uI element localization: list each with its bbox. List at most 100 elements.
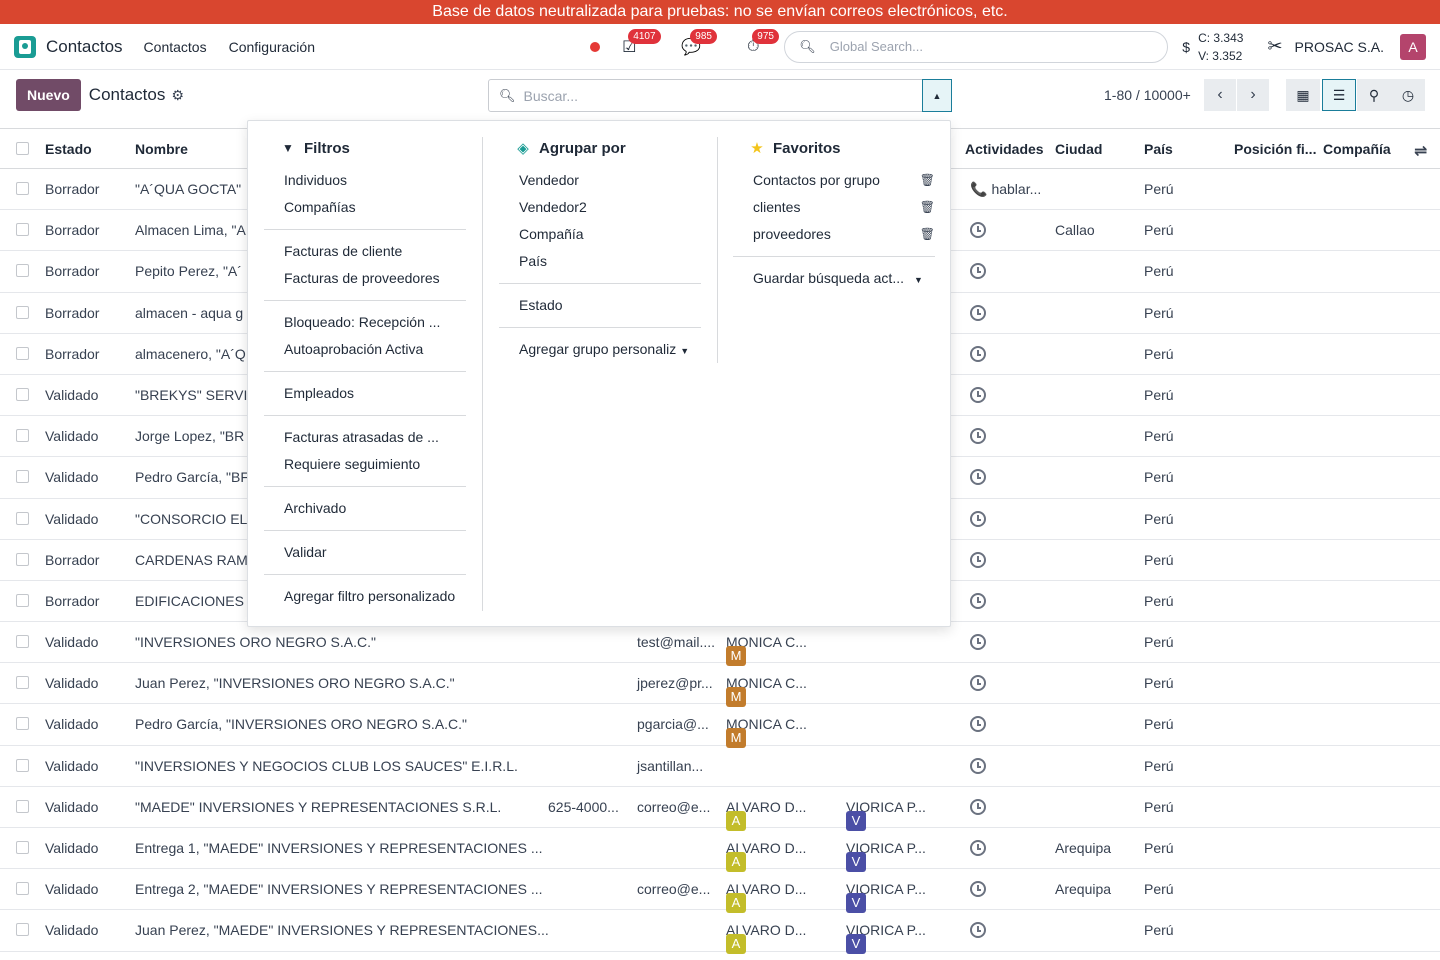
col-estado[interactable]: Estado bbox=[45, 141, 92, 157]
column-settings-icon[interactable]: ⇌ bbox=[1414, 143, 1428, 160]
col-pais[interactable]: País bbox=[1144, 141, 1173, 157]
save-current-search[interactable]: Guardar búsqueda act... ▼ bbox=[753, 270, 923, 286]
table-row[interactable]: Validado "MAEDE" INVERSIONES Y REPRESENTA… bbox=[0, 787, 1440, 831]
favorite-item[interactable]: clientes 🗑 bbox=[733, 194, 935, 221]
select-all-checkbox[interactable] bbox=[16, 142, 29, 155]
cell-activity[interactable]: 📞 hablar... bbox=[970, 181, 1041, 198]
table-row[interactable]: Validado "INVERSIONES ORO NEGRO S.A.C." te… bbox=[0, 622, 1440, 667]
row-checkbox[interactable] bbox=[16, 387, 29, 401]
filter-option[interactable]: Archivado bbox=[284, 500, 347, 516]
activity-clock-icon[interactable] bbox=[970, 510, 986, 527]
activity-clock-icon[interactable] bbox=[970, 675, 986, 692]
trash-icon[interactable]: 🗑 bbox=[919, 173, 935, 187]
col-ciudad[interactable]: Ciudad bbox=[1055, 141, 1103, 157]
groupby-option[interactable]: Estado bbox=[519, 297, 563, 313]
col-actividades[interactable]: Actividades bbox=[965, 141, 1044, 157]
trash-icon[interactable]: 🗑 bbox=[919, 200, 935, 214]
messages-icon[interactable]: 💬 985 bbox=[680, 28, 717, 57]
activity-clock-icon[interactable] bbox=[970, 634, 986, 651]
app-name[interactable]: Contactos bbox=[46, 36, 123, 56]
activity-clock-icon[interactable] bbox=[970, 881, 986, 898]
activity-clock-icon[interactable] bbox=[970, 263, 986, 280]
groupby-option[interactable]: Compañía bbox=[519, 226, 584, 242]
filter-option[interactable]: Facturas de proveedores bbox=[284, 270, 440, 286]
row-checkbox[interactable] bbox=[16, 717, 29, 731]
table-row[interactable]: Validado Juan Perez, "MAEDE" INVERSIONES … bbox=[0, 910, 1440, 955]
search-bar[interactable]: 🔍︎ Buscar... ▲ bbox=[488, 79, 952, 112]
activity-clock-icon[interactable] bbox=[970, 716, 986, 733]
menu-configuracion[interactable]: Configuración bbox=[228, 38, 315, 55]
groupby-option[interactable]: País bbox=[519, 253, 548, 269]
list-view-button[interactable]: ☰ bbox=[1322, 79, 1356, 111]
contacts-app-icon[interactable] bbox=[14, 35, 36, 58]
row-checkbox[interactable] bbox=[16, 758, 29, 772]
filter-option[interactable]: Compañías bbox=[284, 199, 356, 215]
row-checkbox[interactable] bbox=[16, 470, 29, 484]
timer-icon[interactable]: ⏱ 975 bbox=[742, 28, 779, 57]
trash-icon[interactable]: 🗑 bbox=[919, 227, 935, 241]
col-compania[interactable]: Compañía bbox=[1323, 141, 1391, 157]
favorite-item[interactable]: Contactos por grupo 🗑 bbox=[733, 167, 935, 194]
row-checkbox[interactable] bbox=[16, 676, 29, 690]
row-checkbox[interactable] bbox=[16, 305, 29, 319]
row-checkbox[interactable] bbox=[16, 182, 29, 195]
table-row[interactable]: Validado Pedro García, "INVERSIONES ORO N… bbox=[0, 704, 1440, 749]
activity-view-button[interactable]: ◷ bbox=[1391, 79, 1425, 111]
table-row[interactable]: Validado Entrega 2, "MAEDE" INVERSIONES Y… bbox=[0, 869, 1440, 914]
add-custom-group[interactable]: Agregar grupo personaliz ▼ bbox=[519, 341, 690, 357]
row-checkbox[interactable] bbox=[16, 552, 29, 566]
activity-clock-icon[interactable] bbox=[970, 757, 986, 774]
row-checkbox[interactable] bbox=[16, 923, 29, 937]
pager-value[interactable]: 1-80 / 10000+ bbox=[1104, 87, 1191, 103]
table-row[interactable]: Borrador "A´QUA GOCTA" 📞 hablar... Perú bbox=[0, 169, 1440, 211]
activity-clock-icon[interactable] bbox=[970, 345, 986, 362]
map-view-button[interactable]: ⚲ bbox=[1357, 79, 1391, 111]
row-checkbox[interactable] bbox=[16, 635, 29, 649]
pager-previous-button[interactable]: ‹ bbox=[1204, 79, 1236, 111]
activity-clock-icon[interactable] bbox=[970, 798, 986, 815]
row-checkbox[interactable] bbox=[16, 346, 29, 360]
kanban-view-button[interactable]: ▦ bbox=[1286, 79, 1320, 111]
global-search-input[interactable]: 🔍︎ Global Search... bbox=[784, 30, 1169, 63]
filter-option[interactable]: Agregar filtro personalizado bbox=[284, 588, 456, 604]
row-checkbox[interactable] bbox=[16, 511, 29, 525]
menu-contactos[interactable]: Contactos bbox=[143, 38, 207, 55]
activities-checkbox-icon[interactable]: ☑ 4107 bbox=[618, 28, 661, 57]
table-row[interactable]: Validado "INVERSIONES Y NEGOCIOS CLUB LOS… bbox=[0, 746, 1440, 787]
tools-icon[interactable]: ✂ bbox=[1267, 36, 1283, 56]
filter-option[interactable]: Validar bbox=[284, 544, 327, 560]
pager-next-button[interactable]: › bbox=[1237, 79, 1269, 111]
col-posicion[interactable]: Posición fi... bbox=[1234, 141, 1317, 157]
groupby-option[interactable]: Vendedor bbox=[519, 172, 579, 188]
user-avatar[interactable]: A bbox=[1400, 33, 1426, 60]
filter-option[interactable]: Facturas atrasadas de ... bbox=[284, 429, 439, 445]
company-switcher[interactable]: PROSAC S.A. bbox=[1294, 38, 1384, 55]
search-options-toggle[interactable]: ▲ bbox=[922, 79, 952, 112]
filter-option[interactable]: Bloqueado: Recepción ... bbox=[284, 314, 441, 330]
row-checkbox[interactable] bbox=[16, 799, 29, 813]
row-checkbox[interactable] bbox=[16, 223, 29, 237]
filter-option[interactable]: Autoaprobación Activa bbox=[284, 341, 424, 357]
row-checkbox[interactable] bbox=[16, 593, 29, 607]
groupby-option[interactable]: Vendedor2 bbox=[519, 199, 587, 215]
activity-clock-icon[interactable] bbox=[970, 922, 986, 939]
activity-clock-icon[interactable] bbox=[970, 469, 986, 486]
row-checkbox[interactable] bbox=[16, 882, 29, 896]
activity-clock-icon[interactable] bbox=[970, 386, 986, 403]
new-button[interactable]: Nuevo bbox=[16, 79, 81, 111]
activity-clock-icon[interactable] bbox=[970, 428, 986, 445]
activity-clock-icon[interactable] bbox=[970, 304, 986, 321]
favorite-item[interactable]: proveedores 🗑 bbox=[733, 221, 935, 248]
filter-option[interactable]: Facturas de cliente bbox=[284, 243, 403, 259]
row-checkbox[interactable] bbox=[16, 264, 29, 278]
activity-clock-icon[interactable] bbox=[970, 840, 986, 856]
filter-option[interactable]: Requiere seguimiento bbox=[284, 456, 421, 472]
activity-clock-icon[interactable] bbox=[970, 222, 986, 239]
activity-clock-icon[interactable] bbox=[970, 551, 986, 568]
table-row[interactable]: Validado Juan Perez, "INVERSIONES ORO NEG… bbox=[0, 663, 1440, 708]
filter-option[interactable]: Empleados bbox=[284, 385, 355, 401]
row-checkbox[interactable] bbox=[16, 841, 29, 854]
search-input[interactable]: Buscar... bbox=[523, 87, 578, 104]
filter-option[interactable]: Individuos bbox=[284, 172, 348, 188]
row-checkbox[interactable] bbox=[16, 429, 29, 443]
